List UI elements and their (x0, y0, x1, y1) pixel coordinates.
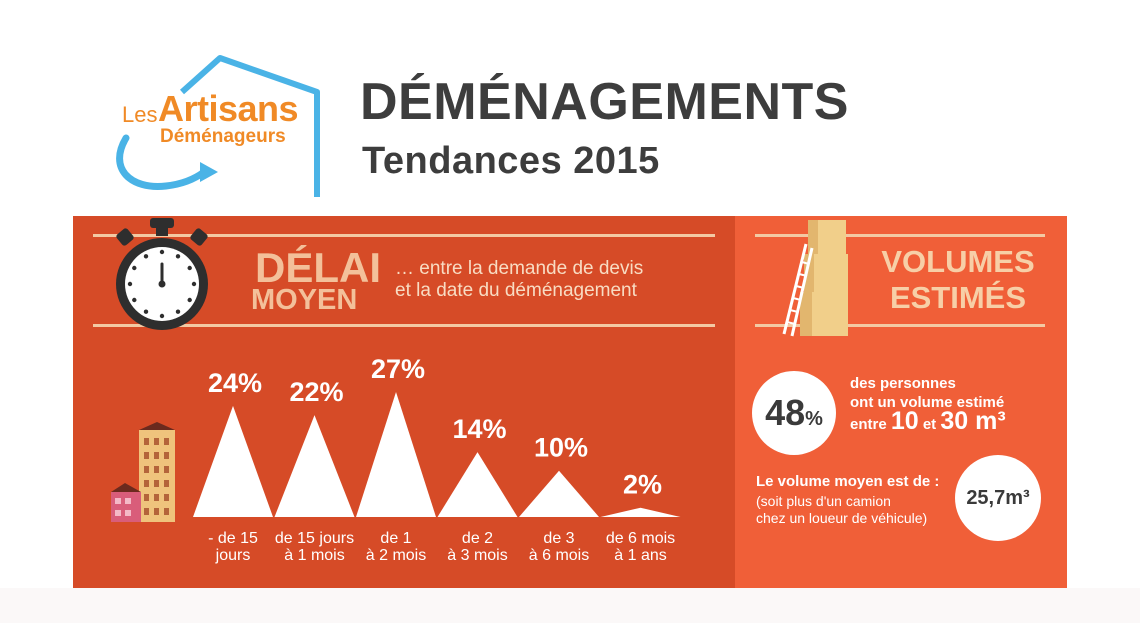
average-label: Le volume moyen est de : (756, 473, 940, 490)
chart-category-label-0-0: - de 15 (208, 530, 258, 547)
chart-peak-4 (519, 470, 599, 517)
stat-line-3: entre 10 et 30 m³ (850, 409, 1006, 434)
average-sub-line-2: chez un loueur de véhicule) (756, 510, 928, 526)
stopwatch-icon (116, 218, 208, 330)
divider-bottom (93, 324, 715, 327)
page-subtitle: Tendances 2015 (362, 140, 660, 182)
chart-value-label-0: 24% (208, 368, 262, 398)
logo: Les Artisans Déménageurs (100, 50, 330, 200)
chart-category-label-3-1: à 3 mois (447, 547, 507, 564)
delai-title: DÉLAI (255, 244, 381, 291)
boxes-ladder-icon (782, 220, 848, 337)
volumes-divider-bottom (755, 324, 1045, 327)
chart-category-label-2-0: de 1 (380, 530, 411, 547)
stat-range-min: 10 (890, 407, 919, 435)
chart-category-label-1-1: à 1 mois (284, 547, 344, 564)
volumes-divider-top (755, 234, 1045, 237)
average-sub-line-1: (soit plus d'un camion (756, 493, 891, 509)
chart-value-label-3: 14% (452, 414, 506, 444)
stat-unit: % (805, 408, 823, 430)
logo-text-demenageurs: Déménageurs (160, 126, 286, 147)
chart-category-label-4-0: de 3 (543, 530, 574, 547)
chart-value-label-4: 10% (534, 433, 588, 463)
volumes-title-line-2: ESTIMÉS (889, 280, 1027, 315)
chart-peak-3 (437, 452, 518, 517)
house-logo-icon (116, 55, 320, 197)
average-subtext: (soit plus d'un camion chez un loueur de… (756, 493, 927, 527)
chart-category-label-5-1: à 1 ans (614, 547, 666, 564)
average-circle: 25,7m³ (955, 455, 1041, 541)
volumes-title-line-1: VOLUMES (881, 244, 1035, 279)
stat-range-max: 30 m³ (940, 407, 1006, 435)
description-line-2: et la date du déménagement (395, 280, 637, 301)
volumes-title: VOLUMES ESTIMÉS (878, 244, 1038, 316)
chart-category-label-0-1: jours (215, 547, 251, 564)
chart-peak-5 (600, 507, 681, 517)
stat-text: des personnes ont un volume estimé entre… (850, 374, 1006, 434)
chart-peak-0 (193, 405, 273, 517)
chart-category-label-3-0: de 2 (462, 530, 493, 547)
stat-circle: 48% (752, 371, 836, 455)
stat-value: 48 (765, 392, 806, 433)
divider-top (93, 234, 715, 237)
average-value: 25,7m³ (966, 487, 1030, 509)
chart-value-label-2: 27% (371, 354, 425, 384)
chart-value-label-5: 2% (623, 470, 662, 500)
chart-category-label-2-1: à 2 mois (366, 547, 426, 564)
chart-value-label-1: 22% (289, 377, 343, 407)
chart-peak-2 (356, 392, 436, 517)
bottom-strip (0, 588, 1140, 623)
chart-category-label-1-0: de 15 jours (275, 530, 354, 547)
logo-text-les: Les (122, 102, 158, 127)
stat-line-1: des personnes (850, 375, 956, 392)
stat-line-3-pre: entre (850, 416, 891, 433)
moyen-title: MOYEN (251, 284, 358, 316)
buildings-icon (111, 422, 175, 522)
chart-peak-1 (274, 415, 355, 517)
stat-line-2: ont un volume estimé (850, 394, 1005, 411)
chart-category-label-5-0: de 6 mois (606, 530, 675, 547)
logo-text-artisans: Artisans (158, 88, 299, 129)
page-title: DÉMÉNAGEMENTS (360, 73, 849, 131)
stat-line-3-mid: et (918, 416, 941, 433)
delai-description: … entre la demande de devis et la date d… (395, 258, 643, 302)
chart-category-label-4-1: à 6 mois (529, 547, 589, 564)
description-line-1: … entre la demande de devis (395, 258, 644, 279)
